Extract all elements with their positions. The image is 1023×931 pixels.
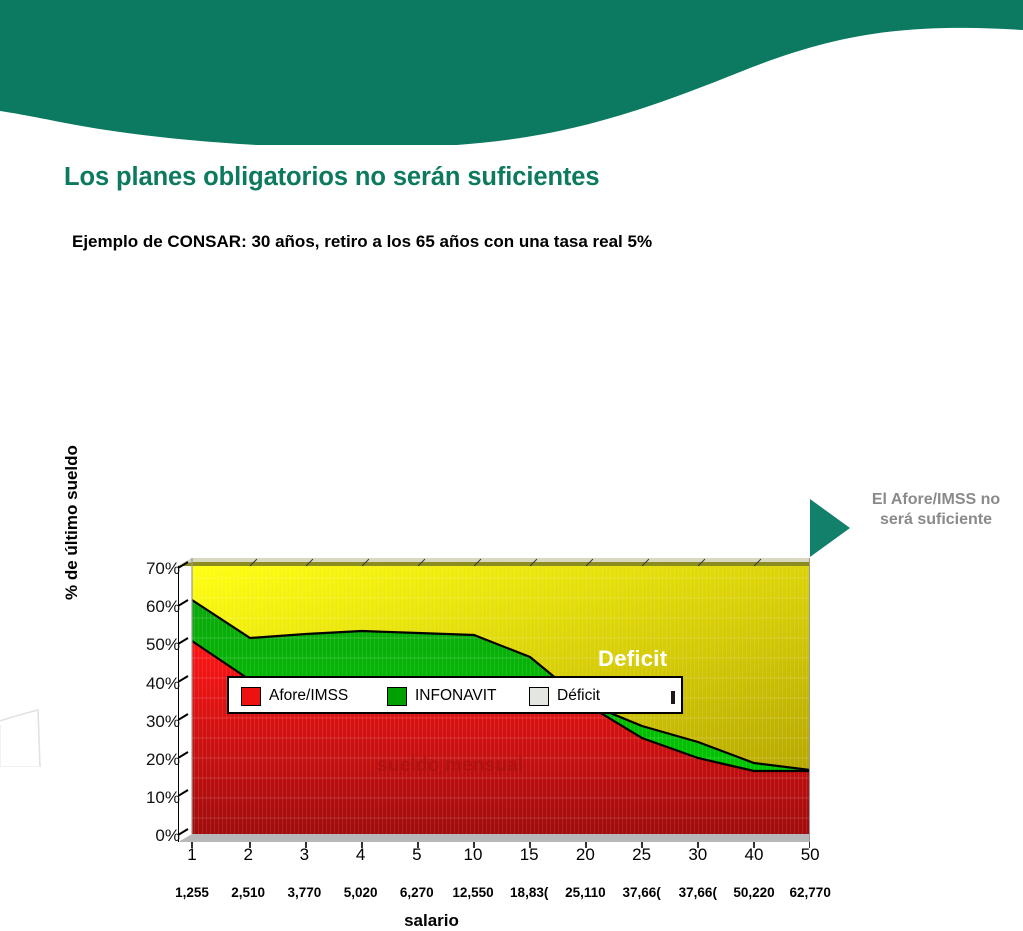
x-salary-label: 18,83( — [510, 886, 549, 900]
x-salary-label: 6,270 — [399, 886, 434, 900]
x-tick-label: 3 — [299, 845, 310, 864]
x-tick-label: 1 — [187, 845, 197, 864]
x-salary-label: 5,020 — [343, 886, 378, 900]
corner-decoration — [0, 708, 41, 767]
plot-floor — [178, 834, 810, 842]
x-tick-label: 40 — [744, 845, 764, 864]
legend-swatch — [529, 686, 549, 706]
x-axis-title: salario — [0, 911, 1023, 931]
x-tick-label: 50 — [800, 845, 820, 864]
y-tick-label: 50% — [145, 635, 180, 655]
x-salary-label: 37,66( — [622, 886, 661, 900]
x-salary-label: 1,255 — [175, 886, 209, 900]
legend-item[interactable]: INFONAVIT — [387, 685, 497, 707]
y-tick-label: 40% — [145, 673, 180, 693]
chart-legend: Afore/IMSS INFONAVIT Déficit — [227, 676, 683, 714]
legend-clipped-glyph — [671, 691, 675, 704]
page-subtitle: Ejemplo de CONSAR: 30 años, retiro a los… — [72, 232, 653, 251]
x-salary-label: 12,550 — [452, 886, 494, 900]
x-axis-tick-labels: 1 2 3 4 5 10 15 20 25 30 40 50 — [178, 845, 819, 870]
x-salary-label: 2,510 — [231, 886, 266, 900]
chart-container: % de último sueldo 70% 60% 50% 40% 30% 20% 10%… — [0, 270, 1023, 930]
legend-label: INFONAVIT — [415, 687, 497, 704]
boundary-infonavit-top — [191, 599, 810, 772]
x-salary-label: 62,770 — [789, 886, 831, 900]
legend-swatch — [241, 686, 261, 706]
legend-swatch — [387, 686, 407, 706]
deficit-annotation: Deficit — [598, 646, 668, 671]
plot-top-face-highlight — [178, 558, 810, 566]
sueldo-mensual-annotation: sueldo mensual — [377, 755, 524, 776]
header-wave-shape — [0, 0, 1023, 145]
y-tick-label: 30% — [145, 711, 180, 731]
y-tick-label: 60% — [145, 597, 180, 617]
callout-text: El Afore/IMSS no será suficiente — [871, 491, 1001, 528]
x-tick-label: 4 — [355, 845, 366, 864]
plot-top-face-ticks — [249, 558, 762, 567]
x-tick-label: 10 — [463, 845, 483, 864]
page-title: Los planes obligatorios no serán suficie… — [64, 163, 600, 191]
legend-label: Afore/IMSS — [269, 687, 349, 704]
x-tick-label: 5 — [412, 845, 422, 864]
legend-label: Déficit — [557, 687, 601, 704]
x-axis-salary-labels: 1,255 2,510 3,770 5,020 6,270 12,550 18,83( 25,… — [150, 886, 840, 908]
x-salary-label: 3,770 — [287, 886, 322, 900]
callout-box: El Afore/IMSS no será suficiente — [808, 490, 1016, 570]
y-axis-title: % de último sueldo — [62, 445, 81, 600]
y-tick-label: 70% — [145, 559, 180, 578]
y-tick-label: 20% — [145, 750, 180, 769]
triangle-right-icon — [810, 499, 850, 557]
x-salary-label: 25,110 — [565, 886, 606, 900]
x-tick-label: 15 — [519, 845, 539, 864]
legend-item[interactable]: Déficit — [529, 685, 600, 707]
x-tick-label: 20 — [575, 845, 595, 864]
y-tick-label: 0% — [155, 826, 180, 846]
x-axis-title-text: salario — [404, 911, 459, 930]
legend-item[interactable]: Afore/IMSS — [241, 685, 348, 707]
x-tick-label: 30 — [688, 845, 708, 864]
x-tick-label: 2 — [243, 845, 253, 864]
x-salary-label: 50,220 — [733, 886, 775, 900]
header-wave-decoration — [0, 0, 1023, 145]
x-salary-label: 37,66( — [678, 886, 717, 900]
x-tick-label: 25 — [632, 845, 652, 864]
y-tick-label: 10% — [145, 788, 180, 808]
